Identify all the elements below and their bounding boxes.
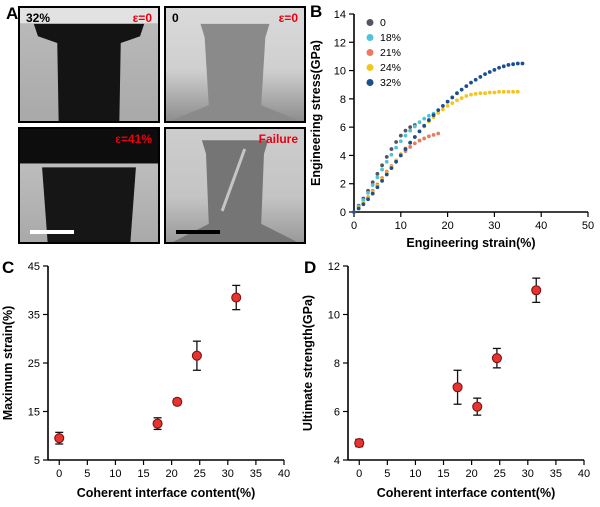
svg-text:Ultimate strength(GPa): Ultimate strength(GPa) <box>301 295 315 431</box>
svg-text:12: 12 <box>328 261 340 273</box>
svg-text:35: 35 <box>28 310 40 322</box>
micrograph-0pct-strain0: 0 ε=0 <box>164 6 306 123</box>
micrograph-32pct-strain0: 32% ε=0 <box>18 6 160 123</box>
svg-text:45: 45 <box>28 261 40 273</box>
svg-text:21%: 21% <box>380 47 401 59</box>
svg-text:25: 25 <box>28 358 40 370</box>
svg-text:4: 4 <box>340 150 346 162</box>
svg-text:20: 20 <box>465 468 477 480</box>
micrograph-0pct-failure: Failure <box>164 127 306 244</box>
scale-bar <box>176 230 220 234</box>
svg-text:25: 25 <box>494 468 506 480</box>
svg-text:15: 15 <box>437 468 449 480</box>
svg-text:0: 0 <box>380 17 386 29</box>
svg-text:5: 5 <box>34 455 40 467</box>
panel-a-micrographs: A 32% ε=0 0 ε=0 ε=41% Failure <box>6 4 306 248</box>
svg-text:30: 30 <box>222 468 234 480</box>
micrograph-grid: 32% ε=0 0 ε=0 ε=41% Failure <box>18 6 306 244</box>
svg-text:20: 20 <box>441 220 453 232</box>
svg-text:10: 10 <box>334 66 346 78</box>
panel-b-letter: B <box>310 2 323 21</box>
svg-text:Engineering strain(%): Engineering strain(%) <box>406 236 535 250</box>
svg-text:40: 40 <box>578 468 590 480</box>
ultimate-strength-chart: 0 5 10 15 20 25 30 35 40 4 6 8 10 12 Coherent interfac… <box>300 258 598 502</box>
svg-text:5: 5 <box>384 468 390 480</box>
svg-text:50: 50 <box>582 220 594 232</box>
micrograph-content-label: 32% <box>26 11 51 25</box>
svg-text:8: 8 <box>334 358 340 370</box>
svg-text:10: 10 <box>409 468 421 480</box>
micrograph-content-label: 0 <box>172 11 179 25</box>
panel-c-max-strain: C 0 5 10 15 20 25 30 35 40 5 15 25 35 45 Coherent inte… <box>0 256 300 504</box>
svg-text:25: 25 <box>194 468 206 480</box>
svg-text:Maximum strain(%): Maximum strain(%) <box>1 306 15 421</box>
micrograph-strain-label: ε=0 <box>132 11 152 25</box>
svg-text:15: 15 <box>137 468 149 480</box>
svg-text:0: 0 <box>340 207 346 219</box>
svg-text:40: 40 <box>278 468 290 480</box>
svg-text:Coherent interface content(%): Coherent interface content(%) <box>77 486 256 500</box>
micrograph-failure-label: Failure <box>258 132 298 146</box>
max-strain-chart: 0 5 10 15 20 25 30 35 40 5 15 25 35 45 Coherent interf… <box>0 258 298 502</box>
svg-text:20: 20 <box>165 468 177 480</box>
svg-text:30: 30 <box>488 220 500 232</box>
micrograph-strain-label: ε=41% <box>115 132 152 146</box>
micrograph-32pct-strain41: ε=41% <box>18 127 160 244</box>
svg-text:5: 5 <box>84 468 90 480</box>
panel-d-ultimate-strength: D 0 5 10 15 20 25 30 35 40 4 6 8 10 12 Coherent interf… <box>300 256 600 504</box>
svg-text:30: 30 <box>522 468 534 480</box>
svg-text:14: 14 <box>334 9 346 21</box>
svg-text:Engineering stress(GPa): Engineering stress(GPa) <box>309 40 323 186</box>
svg-text:32%: 32% <box>380 77 401 89</box>
svg-text:6: 6 <box>334 407 340 419</box>
svg-text:35: 35 <box>550 468 562 480</box>
panel-d-letter: D <box>304 258 317 277</box>
svg-text:0: 0 <box>351 220 357 232</box>
scale-bar <box>30 230 74 234</box>
svg-text:24%: 24% <box>380 62 401 74</box>
svg-text:10: 10 <box>395 220 407 232</box>
micrograph-strain-label: ε=0 <box>278 11 298 25</box>
panel-b-stress-strain: B 0 10 20 30 40 50 0 2 4 6 8 10 12 14 Engineering stra… <box>306 0 600 254</box>
svg-text:35: 35 <box>250 468 262 480</box>
svg-text:0: 0 <box>56 468 62 480</box>
svg-text:8: 8 <box>340 94 346 106</box>
svg-text:4: 4 <box>334 455 340 467</box>
svg-text:2: 2 <box>340 179 346 191</box>
svg-text:10: 10 <box>328 310 340 322</box>
svg-text:12: 12 <box>334 37 346 49</box>
svg-text:0: 0 <box>356 468 362 480</box>
panel-c-letter: C <box>2 258 15 277</box>
svg-text:Coherent interface content(%): Coherent interface content(%) <box>377 486 556 500</box>
svg-text:40: 40 <box>535 220 547 232</box>
svg-text:15: 15 <box>28 407 40 419</box>
svg-text:10: 10 <box>109 468 121 480</box>
micropillar-shape <box>42 167 136 242</box>
panel-a-letter: A <box>6 4 19 23</box>
stress-strain-chart: 0 10 20 30 40 50 0 2 4 6 8 10 12 14 Engineering strain… <box>308 4 600 252</box>
svg-text:6: 6 <box>340 122 346 134</box>
svg-text:18%: 18% <box>380 32 401 44</box>
